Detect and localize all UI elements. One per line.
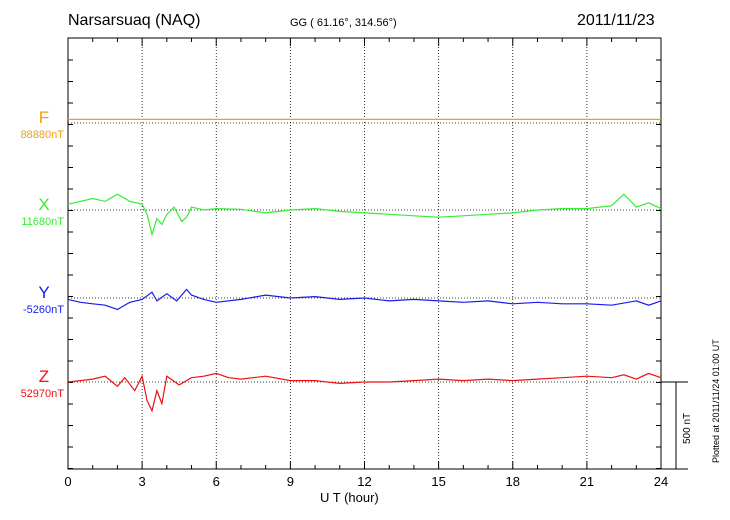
baseline-value-f: 88880nT bbox=[20, 129, 64, 141]
x-tick-label: 21 bbox=[580, 474, 594, 489]
x-tick-label: 6 bbox=[213, 474, 220, 489]
x-axis-label: U T (hour) bbox=[320, 490, 379, 505]
series-line-x bbox=[67, 193, 662, 237]
x-tick-label: 0 bbox=[64, 474, 71, 489]
x-tick-label: 9 bbox=[287, 474, 294, 489]
scale-bar-label: 500 nT bbox=[682, 412, 693, 444]
series-line-y bbox=[67, 288, 662, 311]
component-label-x: X bbox=[38, 195, 50, 214]
series-line-z bbox=[67, 372, 662, 413]
station-title: Narsarsuaq (NAQ) bbox=[68, 12, 201, 29]
x-tick-label: 3 bbox=[139, 474, 146, 489]
plotted-timestamp: Plotted at 2011/11/24 01:00 UT bbox=[711, 339, 721, 463]
component-label-y: Y bbox=[38, 283, 50, 302]
plot-date: 2011/11/23 bbox=[577, 12, 655, 29]
baseline-value-z: 52970nT bbox=[20, 388, 64, 400]
x-tick-label: 15 bbox=[431, 474, 445, 489]
baseline-value-y: -5260nT bbox=[23, 304, 64, 316]
component-label-z: Z bbox=[38, 367, 50, 386]
component-label-f: F bbox=[38, 108, 50, 127]
x-tick-label: 18 bbox=[506, 474, 520, 489]
x-tick-label: 24 bbox=[654, 474, 668, 489]
baseline-value-x: 11680nT bbox=[21, 216, 64, 228]
x-tick-label: 12 bbox=[357, 474, 371, 489]
geographic-coordinates: GG ( 61.16°, 314.56°) bbox=[290, 17, 397, 29]
